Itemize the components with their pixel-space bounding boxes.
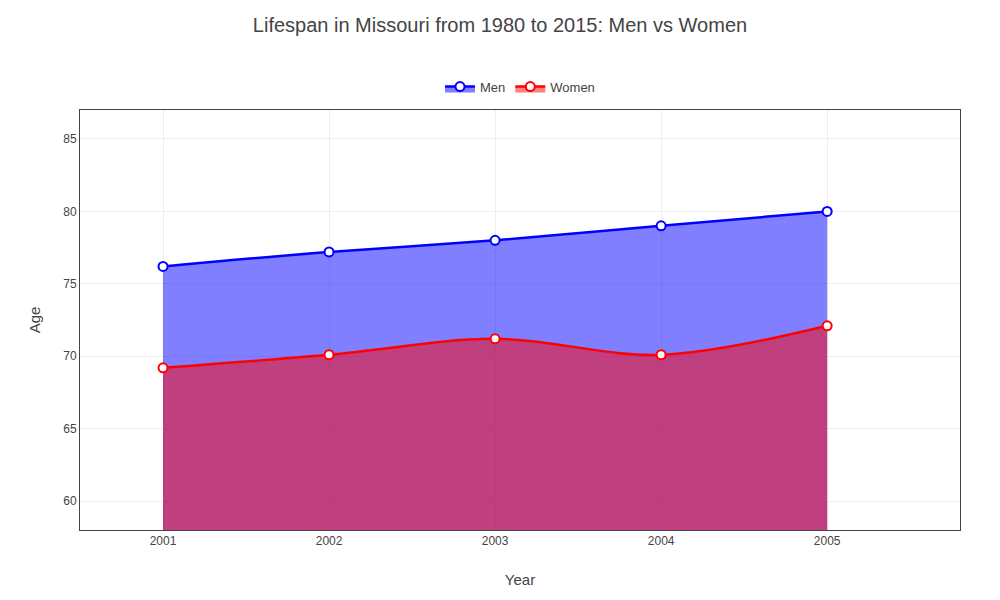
svg-text:2001: 2001 (150, 534, 177, 548)
svg-text:Year: Year (505, 571, 535, 588)
svg-text:2002: 2002 (316, 534, 343, 548)
svg-text:Men: Men (480, 80, 505, 95)
svg-text:60: 60 (63, 494, 77, 508)
svg-text:Lifespan in Missouri from 1980: Lifespan in Missouri from 1980 to 2015: … (253, 14, 747, 36)
svg-text:65: 65 (63, 422, 77, 436)
svg-text:70: 70 (63, 349, 77, 363)
svg-text:80: 80 (63, 205, 77, 219)
svg-text:Women: Women (550, 80, 595, 95)
svg-text:Age: Age (26, 307, 43, 334)
svg-text:2004: 2004 (648, 534, 675, 548)
svg-text:85: 85 (63, 132, 77, 146)
svg-text:75: 75 (63, 277, 77, 291)
svg-text:2003: 2003 (482, 534, 509, 548)
svg-text:2005: 2005 (814, 534, 841, 548)
